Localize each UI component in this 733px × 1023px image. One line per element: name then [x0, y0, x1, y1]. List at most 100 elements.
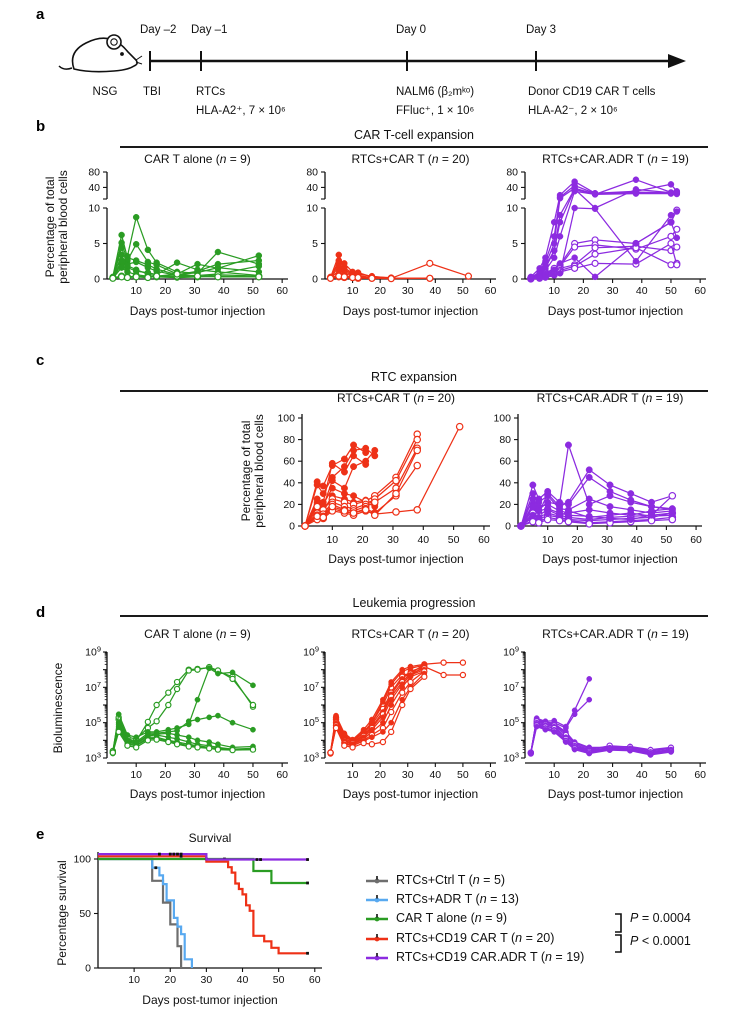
panel-b-header: CAR T-cell expansion	[354, 128, 474, 142]
svg-text:20: 20	[578, 285, 590, 297]
svg-text:40: 40	[283, 477, 295, 489]
svg-text:30: 30	[607, 285, 619, 297]
svg-text:40: 40	[306, 182, 318, 194]
svg-text:60: 60	[276, 769, 288, 781]
svg-text:10: 10	[130, 769, 142, 781]
svg-text:10: 10	[506, 203, 518, 215]
svg-text:109: 109	[303, 645, 319, 659]
legend-item-label: RTCs+CD19 CAR T (n = 20)	[396, 930, 555, 945]
svg-text:40: 40	[636, 769, 648, 781]
chart-rtc-expansion-rtcs-car-adr-t: RTCs+CAR.ADR T (n = 19) 0 20 40 60 80 100 10 20 3…	[493, 391, 702, 566]
panel-d-header-rule	[120, 615, 708, 617]
svg-text:60: 60	[694, 769, 706, 781]
legend-line-marker-icon	[366, 933, 388, 941]
svg-text:RTCs+CAR T (n = 20): RTCs+CAR T (n = 20)	[351, 152, 469, 166]
legend-line-marker-icon	[366, 875, 388, 884]
svg-text:107: 107	[303, 680, 319, 694]
svg-text:50: 50	[457, 769, 469, 781]
svg-text:Days post-tumor injection: Days post-tumor injection	[343, 304, 478, 318]
svg-text:30: 30	[402, 769, 414, 781]
panel-d-header: Leukemia progression	[352, 596, 476, 610]
timeline-nalm6-dose: FFluc⁺, 1 × 10⁶	[396, 105, 475, 117]
svg-text:Days post-tumor injection: Days post-tumor injection	[548, 787, 683, 801]
svg-text:20: 20	[164, 974, 176, 986]
svg-text:40: 40	[218, 285, 230, 297]
svg-text:0: 0	[512, 274, 518, 286]
svg-text:80: 80	[499, 434, 511, 446]
svg-text:109: 109	[503, 645, 519, 659]
svg-text:40: 40	[429, 285, 441, 297]
svg-text:20: 20	[374, 285, 386, 297]
svg-text:Days post-tumor injection: Days post-tumor injection	[548, 304, 683, 318]
legend-item-label: RTCs+CD19 CAR.ADR T (n = 19)	[396, 949, 585, 964]
svg-text:20: 20	[374, 769, 386, 781]
svg-text:5: 5	[94, 238, 100, 250]
legend-item-label: RTCs+Ctrl T (n = 5)	[396, 872, 506, 887]
legend-line-marker-icon	[366, 914, 388, 922]
svg-text:0: 0	[289, 521, 295, 533]
timeline-day-minus2: Day –2	[140, 24, 177, 36]
svg-text:60: 60	[283, 456, 295, 468]
svg-text:60: 60	[309, 974, 321, 986]
timeline-day-0: Day 0	[396, 24, 427, 36]
svg-text:40: 40	[417, 534, 429, 546]
legend-item: RTCs+CD19 CAR T (n = 20)	[366, 928, 584, 947]
svg-text:50: 50	[79, 908, 91, 920]
svg-text:Days post-tumor injection: Days post-tumor injection	[142, 993, 277, 1007]
svg-text:Days post-tumor injection: Days post-tumor injection	[130, 304, 265, 318]
legend-item-label: RTCs+ADR T (n = 13)	[396, 891, 519, 906]
svg-text:80: 80	[506, 167, 518, 179]
chart-car-t-expansion-car-t-alone: CAR T alone (n = 9) 0 5 10 40 80 10 20 30 40 50 60 D…	[88, 152, 288, 318]
chart-rtc-expansion-rtcs-car-t: RTCs+CAR T (n = 20) 0 20 40 60 80 100 10 20 30 40 5…	[277, 391, 490, 566]
svg-text:40: 40	[631, 534, 643, 546]
p-value-brackets	[615, 913, 622, 953]
svg-text:50: 50	[273, 974, 285, 986]
svg-text:30: 30	[189, 769, 201, 781]
legend-item: RTCs+Ctrl T (n = 5)	[366, 870, 584, 889]
svg-text:CAR T alone (n = 9): CAR T alone (n = 9)	[144, 152, 251, 166]
svg-text:40: 40	[218, 769, 230, 781]
svg-text:40: 40	[499, 477, 511, 489]
svg-text:10: 10	[326, 534, 338, 546]
svg-text:10: 10	[548, 769, 560, 781]
timeline-rtcs-label: RTCs	[196, 86, 226, 98]
svg-text:105: 105	[85, 715, 101, 729]
panel-b-y-axis-label: Percentage of total peripheral blood cel…	[43, 170, 70, 284]
svg-text:100: 100	[493, 413, 511, 425]
legend-item: RTCs+ADR T (n = 13)	[366, 889, 584, 908]
svg-text:60: 60	[276, 285, 288, 297]
p-value-2: P < 0.0001	[630, 934, 691, 948]
svg-text:80: 80	[306, 167, 318, 179]
svg-text:0: 0	[85, 963, 91, 975]
svg-text:10: 10	[347, 285, 359, 297]
legend-item: RTCs+CD19 CAR.ADR T (n = 19)	[366, 947, 584, 966]
mouse-icon	[58, 34, 143, 73]
svg-text:80: 80	[88, 167, 100, 179]
svg-text:103: 103	[503, 751, 519, 765]
timeline-donor-dose: HLA-A2⁻, 2 × 10⁶	[528, 105, 618, 117]
panel-c-header-rule	[120, 390, 708, 392]
panel-c-header: RTC expansion	[371, 370, 457, 384]
panel-b-letter: b	[36, 118, 46, 135]
svg-text:30: 30	[607, 769, 619, 781]
svg-text:Days post-tumor injection: Days post-tumor injection	[343, 787, 478, 801]
svg-text:20: 20	[499, 499, 511, 511]
panel-c-letter: c	[36, 352, 45, 369]
panel-a-letter: a	[36, 6, 45, 23]
timeline-day-minus1: Day –1	[191, 24, 228, 36]
svg-text:20: 20	[572, 534, 584, 546]
chart-leukemia-car-t-alone: CAR T alone (n = 9) 103 105 107 109 10 20 30 40 5…	[85, 627, 288, 801]
svg-text:50: 50	[448, 534, 460, 546]
svg-text:Days post-tumor injection: Days post-tumor injection	[542, 552, 677, 566]
svg-text:50: 50	[247, 769, 259, 781]
svg-text:100: 100	[73, 854, 91, 866]
svg-text:0: 0	[505, 521, 511, 533]
svg-text:107: 107	[85, 680, 101, 694]
timeline-nalm6-label: NALM6 (β₂mᵏᵒ)	[396, 86, 475, 98]
panel-b-header-rule	[120, 146, 708, 148]
svg-text:30: 30	[201, 974, 213, 986]
panel-d-letter: d	[36, 604, 46, 621]
legend-line-marker-icon	[366, 952, 388, 961]
svg-text:80: 80	[283, 434, 295, 446]
svg-text:40: 40	[88, 182, 100, 194]
